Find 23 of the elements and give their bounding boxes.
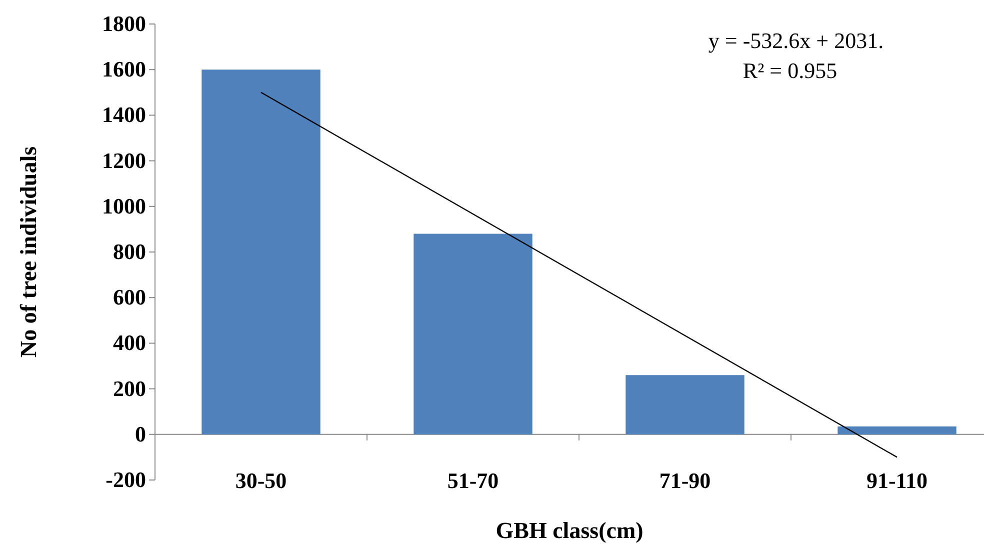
bar	[202, 70, 320, 434]
y-tick-label: 1200	[102, 148, 146, 173]
x-tick-label: 30-50	[235, 468, 287, 493]
y-axis-title: No of tree individuals	[16, 146, 41, 358]
y-tick-label: 0	[135, 421, 146, 446]
y-tick-label: 1400	[102, 102, 146, 128]
bar	[838, 426, 956, 434]
y-tick-label: -200	[106, 467, 146, 492]
y-tick-label: 400	[113, 330, 146, 356]
annotation: y = -532.6x + 2031.	[708, 28, 884, 53]
y-tick-label: 600	[113, 284, 146, 310]
y-tick-label: 800	[113, 239, 146, 264]
x-tick-label: 91-110	[866, 468, 928, 493]
annotation: R² = 0.955	[742, 58, 838, 83]
x-tick-label: 51-70	[447, 468, 499, 493]
x-axis-title: GBH class(cm)	[496, 518, 644, 543]
y-tick-label: 1800	[102, 11, 146, 36]
x-tick-label: 71-90	[659, 468, 711, 493]
y-tick-label: 1600	[102, 56, 146, 82]
bar	[626, 375, 744, 434]
y-tick-label: 200	[113, 376, 146, 401]
y-tick-label: 1000	[102, 193, 146, 218]
bar	[414, 234, 532, 434]
